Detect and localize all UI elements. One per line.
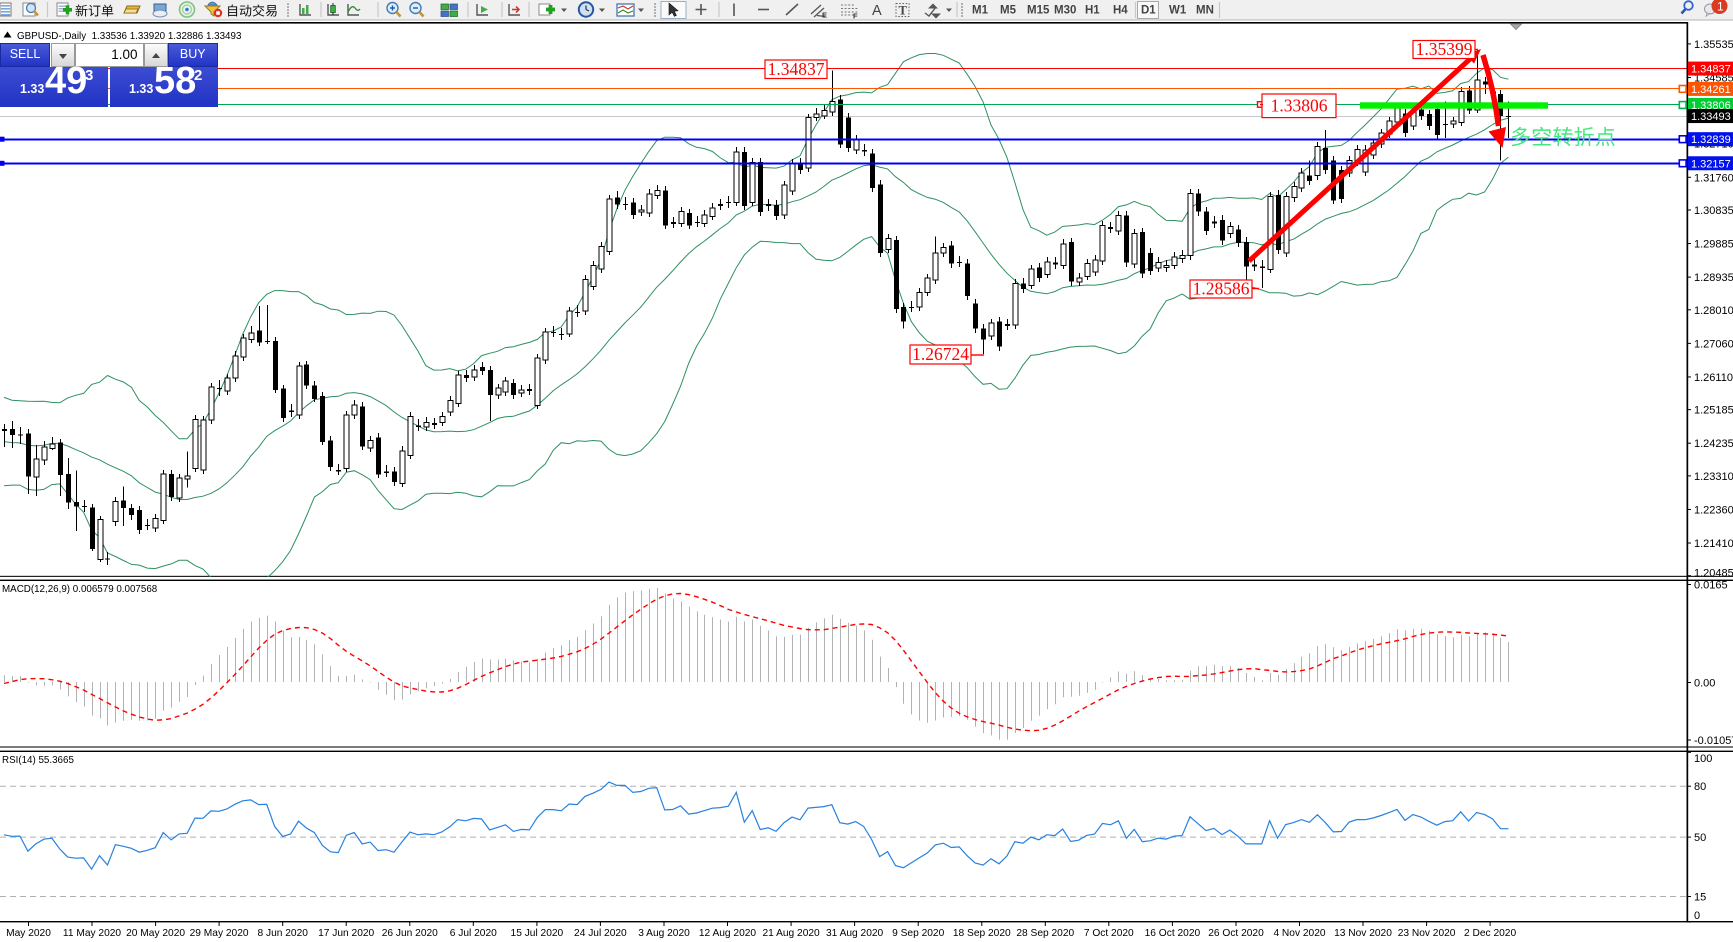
svg-text:24 Jul 2020: 24 Jul 2020	[574, 928, 627, 939]
svg-text:50: 50	[1694, 832, 1706, 844]
svg-text:15: 15	[1694, 892, 1706, 904]
svg-text:20 May 2020: 20 May 2020	[126, 928, 185, 939]
svg-text:E: E	[822, 11, 827, 20]
svg-text:1.32839: 1.32839	[1691, 134, 1731, 146]
svg-text:1.22360: 1.22360	[1694, 504, 1733, 516]
svg-text:T: T	[899, 4, 908, 18]
svg-text:MACD(12,26,9) 0.006579 0.00756: MACD(12,26,9) 0.006579 0.007568	[2, 584, 158, 595]
svg-text:26 Jun 2020: 26 Jun 2020	[382, 928, 438, 939]
svg-text:1.31760: 1.31760	[1694, 172, 1733, 184]
svg-text:H4: H4	[1113, 5, 1128, 17]
svg-text:18 Sep 2020: 18 Sep 2020	[953, 928, 1011, 939]
svg-text:17 Jun 2020: 17 Jun 2020	[318, 928, 374, 939]
svg-text:7 Oct 2020: 7 Oct 2020	[1084, 928, 1134, 939]
svg-text:15 Jul 2020: 15 Jul 2020	[511, 928, 564, 939]
svg-text:1.28010: 1.28010	[1694, 305, 1733, 317]
svg-text:3 Aug 2020: 3 Aug 2020	[638, 928, 690, 939]
svg-text:26 Oct 2020: 26 Oct 2020	[1208, 928, 1264, 939]
svg-text:1.26724: 1.26724	[912, 344, 969, 364]
svg-text:1.25185: 1.25185	[1694, 405, 1733, 417]
svg-text:D1: D1	[1141, 5, 1156, 17]
svg-text:1.34837: 1.34837	[1691, 64, 1731, 76]
svg-text:RSI(14) 55.3665: RSI(14) 55.3665	[2, 755, 74, 766]
svg-text:29 May 2020: 29 May 2020	[190, 928, 249, 939]
svg-text:1.34261: 1.34261	[1691, 84, 1731, 96]
svg-text:4 Nov 2020: 4 Nov 2020	[1273, 928, 1325, 939]
svg-text:21 Aug 2020: 21 Aug 2020	[762, 928, 820, 939]
svg-text:1.33806: 1.33806	[1271, 95, 1328, 115]
svg-text:1.27060: 1.27060	[1694, 338, 1733, 350]
svg-text:1.32157: 1.32157	[1691, 158, 1731, 170]
svg-text:1.28586: 1.28586	[1193, 279, 1250, 299]
svg-text:H1: H1	[1085, 5, 1100, 17]
svg-text:1.26110: 1.26110	[1694, 372, 1733, 384]
svg-text:100: 100	[1694, 753, 1712, 765]
svg-text:1.30835: 1.30835	[1694, 205, 1733, 217]
svg-text:May 2020: May 2020	[6, 928, 51, 939]
svg-text:0.00: 0.00	[1694, 678, 1715, 690]
svg-text:1.35399: 1.35399	[1416, 39, 1473, 59]
svg-text:1.20485: 1.20485	[1694, 568, 1733, 580]
svg-text:0.0165: 0.0165	[1694, 580, 1728, 592]
svg-text:28 Sep 2020: 28 Sep 2020	[1016, 928, 1074, 939]
svg-text:23 Nov 2020: 23 Nov 2020	[1398, 928, 1456, 939]
svg-text:M30: M30	[1054, 5, 1076, 17]
svg-text:1: 1	[1717, 0, 1724, 14]
svg-text:80: 80	[1694, 781, 1706, 793]
svg-text:1.23310: 1.23310	[1694, 471, 1733, 483]
svg-text:9 Sep 2020: 9 Sep 2020	[892, 928, 944, 939]
svg-text:6 Jul 2020: 6 Jul 2020	[450, 928, 497, 939]
svg-text:F: F	[853, 12, 858, 21]
svg-text:2 Dec 2020: 2 Dec 2020	[1464, 928, 1516, 939]
svg-text:W1: W1	[1169, 5, 1187, 17]
svg-text:M15: M15	[1027, 5, 1050, 17]
svg-text:1.34837: 1.34837	[768, 59, 825, 79]
svg-text:1.24235: 1.24235	[1694, 438, 1733, 450]
svg-text:13 Nov 2020: 13 Nov 2020	[1334, 928, 1392, 939]
svg-text:1.35535: 1.35535	[1694, 39, 1733, 51]
svg-text:1.33493: 1.33493	[1691, 111, 1731, 123]
svg-text:31 Aug 2020: 31 Aug 2020	[826, 928, 884, 939]
svg-text:16 Oct 2020: 16 Oct 2020	[1145, 928, 1201, 939]
svg-text:1.28935: 1.28935	[1694, 272, 1733, 284]
svg-text:A: A	[872, 3, 882, 19]
svg-text:M1: M1	[972, 5, 989, 17]
svg-text:12 Aug 2020: 12 Aug 2020	[699, 928, 757, 939]
svg-text:GBPUSD-,Daily 1.33536 1.33920: GBPUSD-,Daily 1.33536 1.33920 1.32886 1.…	[17, 31, 242, 42]
svg-text:-0.010571: -0.010571	[1694, 735, 1733, 747]
svg-text:0: 0	[1694, 910, 1700, 922]
svg-text:1.21410: 1.21410	[1694, 538, 1733, 550]
svg-text:M5: M5	[1000, 5, 1017, 17]
svg-text:MN: MN	[1196, 5, 1214, 17]
svg-text:11 May 2020: 11 May 2020	[63, 928, 121, 939]
svg-text:1.29885: 1.29885	[1694, 239, 1733, 251]
svg-text:8 Jun 2020: 8 Jun 2020	[257, 928, 308, 939]
svg-text:1.33806: 1.33806	[1691, 100, 1731, 112]
